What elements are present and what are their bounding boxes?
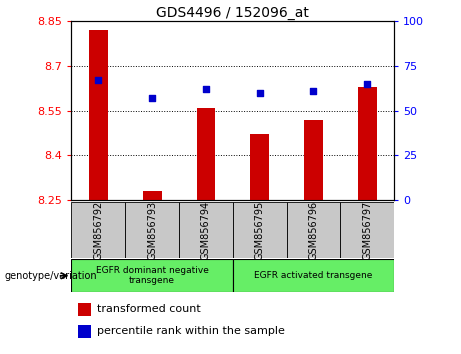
Text: EGFR activated transgene: EGFR activated transgene <box>254 271 372 280</box>
Bar <box>143 191 161 200</box>
Text: GSM856796: GSM856796 <box>308 200 319 260</box>
Bar <box>233 202 287 258</box>
Bar <box>196 108 215 200</box>
Bar <box>287 202 340 258</box>
Bar <box>89 30 108 200</box>
Bar <box>78 303 91 316</box>
Title: GDS4496 / 152096_at: GDS4496 / 152096_at <box>156 6 309 20</box>
Text: GSM856797: GSM856797 <box>362 200 372 260</box>
Bar <box>250 135 269 200</box>
Text: GSM856792: GSM856792 <box>93 200 103 260</box>
Point <box>256 90 263 96</box>
Point <box>364 81 371 87</box>
Text: percentile rank within the sample: percentile rank within the sample <box>97 326 285 336</box>
Point <box>148 95 156 101</box>
Bar <box>78 325 91 338</box>
Bar <box>71 259 233 292</box>
Text: transformed count: transformed count <box>97 304 201 314</box>
Bar <box>358 87 377 200</box>
Text: GSM856795: GSM856795 <box>254 200 265 260</box>
Point <box>310 88 317 94</box>
Bar <box>304 120 323 200</box>
Point <box>202 86 210 92</box>
Bar <box>340 202 394 258</box>
Point <box>95 78 102 83</box>
Bar <box>233 259 394 292</box>
Text: GSM856793: GSM856793 <box>147 200 157 260</box>
Bar <box>71 202 125 258</box>
Text: GSM856794: GSM856794 <box>201 200 211 260</box>
Bar <box>125 202 179 258</box>
Text: genotype/variation: genotype/variation <box>5 271 97 281</box>
Bar <box>179 202 233 258</box>
Text: EGFR dominant negative
transgene: EGFR dominant negative transgene <box>96 266 208 285</box>
